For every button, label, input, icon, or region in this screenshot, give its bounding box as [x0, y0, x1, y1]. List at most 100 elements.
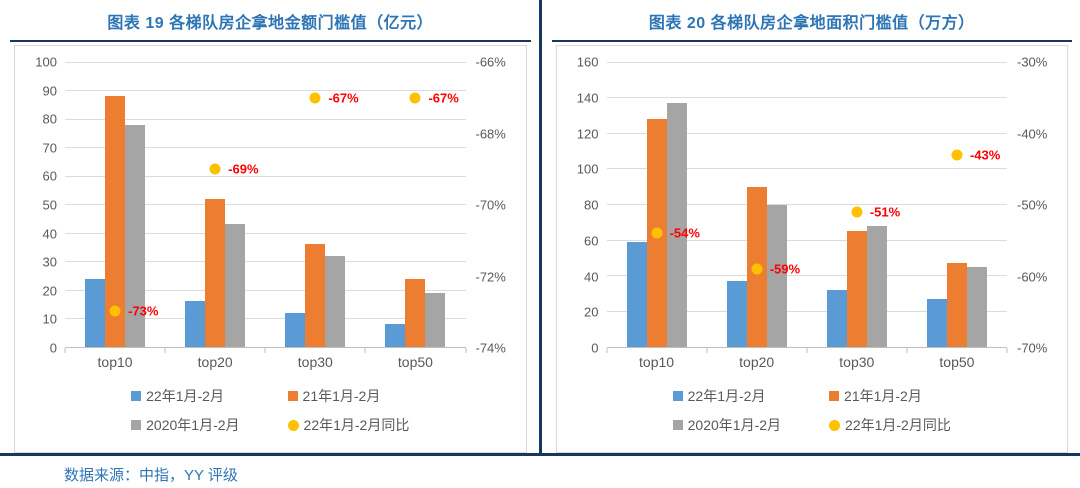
yoy-dot	[209, 163, 221, 175]
chart-title: 图表 19 各梯队房企拿地金额门槛值（亿元）	[107, 15, 434, 32]
bar-series-1	[926, 298, 947, 347]
left-axis-tick-label: 30	[42, 254, 57, 270]
yoy-dot	[951, 149, 963, 161]
bar-series-3	[966, 266, 987, 347]
legend-square-marker	[829, 391, 840, 401]
x-axis: top10 top20 top30 top50	[15, 348, 526, 376]
bar-series-3	[666, 102, 687, 347]
left-axis: 0 20 40 60 80 100 120 140 160	[557, 56, 607, 355]
bar-series-3	[325, 255, 346, 347]
x-axis-labels: top10 top20 top30 top50	[65, 354, 466, 370]
x-axis-tick	[64, 348, 66, 353]
x-axis: top10 top20 top30 top50	[557, 348, 1068, 376]
x-axis-label: top50	[939, 354, 975, 370]
x-axis-labels: top10 top20 top30 top50	[607, 354, 1008, 370]
legend-item: 22年1月-2月同比	[829, 415, 951, 435]
left-axis-tick-label: 50	[42, 197, 57, 213]
plot-area: -54% -59% -51% -43%	[606, 61, 1008, 353]
x-axis-tick	[906, 348, 908, 353]
bar-series-1	[185, 301, 206, 347]
bar-group	[365, 62, 465, 347]
chart-panel-left: 图表 19 各梯队房企拿地金额门槛值（亿元） 0 10 20 30 40 50 60 70 80…	[0, 0, 539, 453]
bar-series-2	[305, 244, 326, 347]
yoy-dot	[751, 263, 763, 275]
bar-group	[607, 62, 707, 347]
yoy-dot-label: -67%	[428, 90, 459, 106]
x-axis-tick	[1006, 348, 1008, 353]
bar-series-1	[85, 278, 106, 347]
gridline	[65, 90, 466, 91]
gridline	[65, 261, 466, 262]
right-axis-tick-label: -66%	[475, 54, 506, 70]
legend-square-marker	[672, 420, 683, 430]
x-axis-label: top30	[297, 354, 333, 370]
legend: 22年1月-2月 21年1月-2月 2020年1月-2月 22年1月-2月同比	[15, 386, 526, 435]
legend-square-marker	[131, 391, 142, 401]
gridline	[606, 168, 1007, 170]
yoy-dot	[309, 92, 321, 104]
gridline	[606, 97, 1007, 99]
bar-group	[707, 62, 807, 347]
bar-series-1	[385, 324, 406, 347]
left-axis-tick-label: 100	[35, 54, 57, 70]
left-axis-tick-label: 0	[591, 340, 599, 356]
legend-label: 21年1月-2月	[844, 388, 922, 404]
left-axis-tick-label: 20	[42, 283, 57, 299]
left-axis-tick-label: 0	[49, 340, 57, 356]
x-axis-label: top50	[397, 354, 433, 370]
legend-label: 21年1月-2月	[302, 388, 381, 404]
bar-group	[165, 62, 265, 347]
yoy-dot	[651, 227, 663, 239]
bar-series-2	[205, 198, 226, 347]
x-axis-tick	[465, 348, 466, 353]
bar-series-1	[726, 281, 747, 347]
title-rule	[10, 40, 531, 42]
legend: 22年1月-2月 21年1月-2月 2020年1月-2月 22年1月-2月同比	[557, 386, 1068, 435]
yoy-dot	[409, 92, 421, 104]
legend-item: 21年1月-2月	[829, 386, 951, 406]
left-axis-tick-label: 160	[576, 54, 599, 70]
left-axis-tick-label: 90	[42, 83, 57, 99]
left-axis-tick-label: 80	[584, 197, 599, 213]
bar-series-2	[846, 231, 867, 347]
yoy-dot-label: -73%	[128, 303, 159, 319]
data-source-note: 数据来源：中指，YY 评级	[64, 467, 238, 484]
chart-panels: 图表 19 各梯队房企拿地金额门槛值（亿元） 0 10 20 30 40 50 60 70 80…	[0, 0, 1072, 453]
legend-item: 21年1月-2月	[287, 386, 410, 406]
bar-series-3	[225, 224, 246, 347]
legend-circle-marker	[287, 419, 299, 431]
left-axis-tick-label: 100	[576, 161, 599, 177]
yoy-dot	[851, 206, 863, 218]
legend-square-marker	[131, 420, 142, 430]
left-axis-tick-label: 40	[584, 269, 599, 284]
bar-series-2	[105, 96, 126, 347]
x-axis-tick	[264, 348, 266, 353]
x-axis-tick	[806, 348, 808, 353]
gridline	[65, 204, 466, 205]
x-axis-tick	[364, 348, 366, 353]
gridline	[65, 61, 466, 63]
bar-group	[65, 62, 165, 347]
right-axis: -66% -68% -70% -72% -74%	[466, 56, 526, 355]
right-axis-tick-label: -60%	[1017, 269, 1048, 284]
bar-series-2	[405, 278, 426, 347]
bar-series-3	[425, 292, 446, 347]
right-axis-tick-label: -72%	[475, 269, 506, 284]
bar-group	[807, 62, 907, 347]
panel-divider	[538, 0, 542, 453]
bar-series-3	[125, 124, 146, 347]
left-axis-tick-label: 10	[42, 311, 57, 327]
legend-item: 22年1月-2月	[672, 386, 781, 406]
right-axis: -30% -40% -50% -60% -70%	[1007, 56, 1067, 355]
chart-area: 0 10 20 30 40 50 60 70 80 90 100 -73% -69% -67% -67% …	[15, 56, 526, 355]
bar-series-1	[285, 312, 306, 347]
chart-area: 0 20 40 60 80 100 120 140 160 -54% -59% -51% -43% -…	[557, 56, 1068, 355]
right-axis-tick-label: -30%	[1017, 54, 1048, 70]
legend-item: 2020年1月-2月	[672, 415, 781, 435]
yoy-dot-label: -43%	[969, 147, 1001, 163]
bar-series-1	[626, 241, 647, 347]
gridline	[65, 318, 466, 319]
x-axis-label: top10	[639, 354, 675, 370]
gridline	[606, 204, 1007, 205]
